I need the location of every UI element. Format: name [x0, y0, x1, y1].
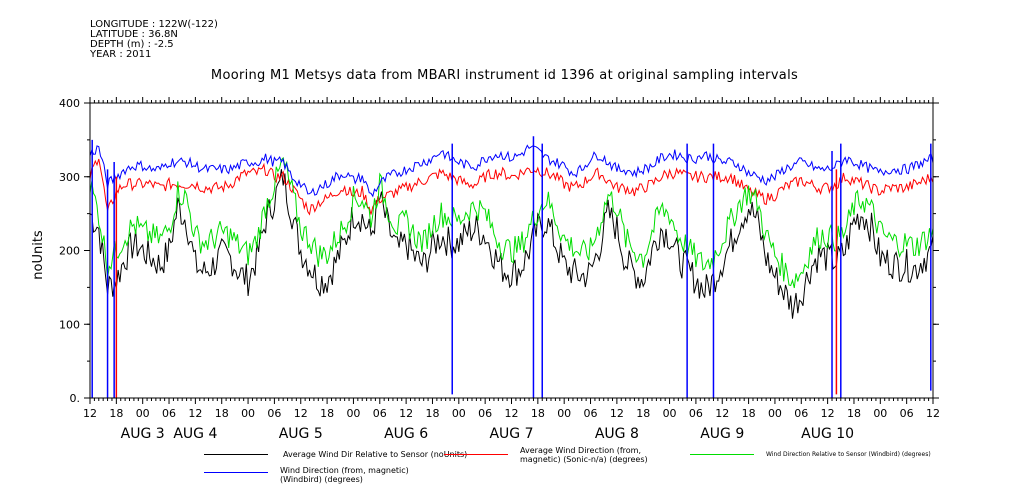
x-day-label: AUG 8: [595, 426, 639, 442]
x-tick-label: 00: [452, 407, 466, 420]
x-tick-label: 00: [663, 407, 677, 420]
metadata-block: LONGITUDE : 122W(-122) LATITUDE : 36.8N …: [90, 20, 218, 60]
x-tick-label: 06: [162, 407, 176, 420]
x-tick-label: 18: [109, 407, 123, 420]
x-tick-label: 12: [294, 407, 308, 420]
x-tick-label: 06: [584, 407, 598, 420]
x-tick-label: 06: [689, 407, 703, 420]
x-tick-label: 00: [873, 407, 887, 420]
legend-swatch-black: [204, 454, 268, 455]
y-tick-label: 300: [59, 171, 80, 184]
series-line-4: [89, 144, 934, 198]
x-tick-label: 12: [188, 407, 202, 420]
x-tick-label: 12: [610, 407, 624, 420]
legend-label: Wind Direction Relative to Sensor (Windb…: [766, 451, 931, 458]
x-tick-label: 06: [900, 407, 914, 420]
x-tick-label: 00: [136, 407, 150, 420]
longitude-text: LONGITUDE : 122W(-122): [90, 19, 218, 30]
x-tick-label: 00: [346, 407, 360, 420]
x-day-label: AUG 7: [489, 426, 533, 442]
y-tick-label: 0.: [70, 392, 81, 405]
legend-swatch-green: [690, 454, 754, 455]
x-tick-label: 18: [742, 407, 756, 420]
x-tick-label: 00: [557, 407, 571, 420]
year-text: YEAR : 2011: [90, 49, 152, 60]
legend-label: Average Wind Direction (from, magnetic) …: [520, 446, 648, 464]
x-day-label: AUG 6: [384, 426, 428, 442]
x-tick-label: 18: [215, 407, 229, 420]
x-day-label: AUG 4: [173, 426, 217, 442]
x-tick-label: 06: [794, 407, 808, 420]
legend-entry-windbird-mag: Wind Direction (from, magnetic) (Windbir…: [280, 466, 430, 484]
series-layer: [89, 136, 934, 398]
series-line-1: [89, 169, 934, 319]
series-line-3: [89, 156, 934, 289]
y-tick-label: 200: [59, 245, 80, 258]
x-tick-label: 12: [399, 407, 413, 420]
x-tick-label: 18: [320, 407, 334, 420]
x-tick-label: 18: [636, 407, 650, 420]
x-tick-label: 12: [926, 407, 940, 420]
x-tick-label: 00: [241, 407, 255, 420]
x-tick-label: 18: [531, 407, 545, 420]
x-tick-label: 18: [425, 407, 439, 420]
legend-label: Wind Direction (from, magnetic) (Windbir…: [280, 466, 409, 484]
y-tick-label: 400: [59, 97, 80, 110]
x-day-label: AUG 5: [279, 426, 323, 442]
x-tick-label: 06: [373, 407, 387, 420]
legend-entry-rel-sensor: Average Wind Dir Relative to Sensor (noU…: [283, 450, 483, 459]
latitude-text: LATITUDE : 36.8N: [90, 29, 178, 40]
legend-label: Average Wind Dir Relative to Sensor (noU…: [283, 450, 468, 459]
chart-title: Mooring M1 Metsys data from MBARI instru…: [210, 68, 799, 83]
x-day-label: AUG 10: [801, 426, 854, 442]
x-tick-label: 12: [821, 407, 835, 420]
depth-text: DEPTH (m) : -2.5: [90, 39, 174, 50]
legend-entry-windbird-rel: Wind Direction Relative to Sensor (Windb…: [766, 450, 1006, 459]
series-line-2: [89, 158, 934, 216]
legend-swatch-red: [444, 454, 508, 455]
x-tick-label: 06: [267, 407, 281, 420]
x-day-label: AUG 9: [700, 426, 744, 442]
x-tick-label: 12: [83, 407, 97, 420]
plot-frame: [89, 102, 934, 399]
x-tick-label: 06: [478, 407, 492, 420]
y-axis-label: noUnits: [31, 230, 46, 280]
legend-entry-sonic: Average Wind Direction (from, magnetic) …: [520, 446, 680, 464]
x-tick-label: 12: [715, 407, 729, 420]
x-tick-label: 18: [847, 407, 861, 420]
x-tick-label: 12: [505, 407, 519, 420]
legend-swatch-blue: [204, 472, 268, 473]
y-tick-label: 100: [59, 318, 80, 331]
axes-layer: 0. 100 200 300 400 12 18 00 06 12 18 00 06 12 18 00 06 12…: [59, 97, 940, 442]
x-day-label: AUG 3: [121, 426, 165, 442]
x-tick-label: 00: [768, 407, 782, 420]
